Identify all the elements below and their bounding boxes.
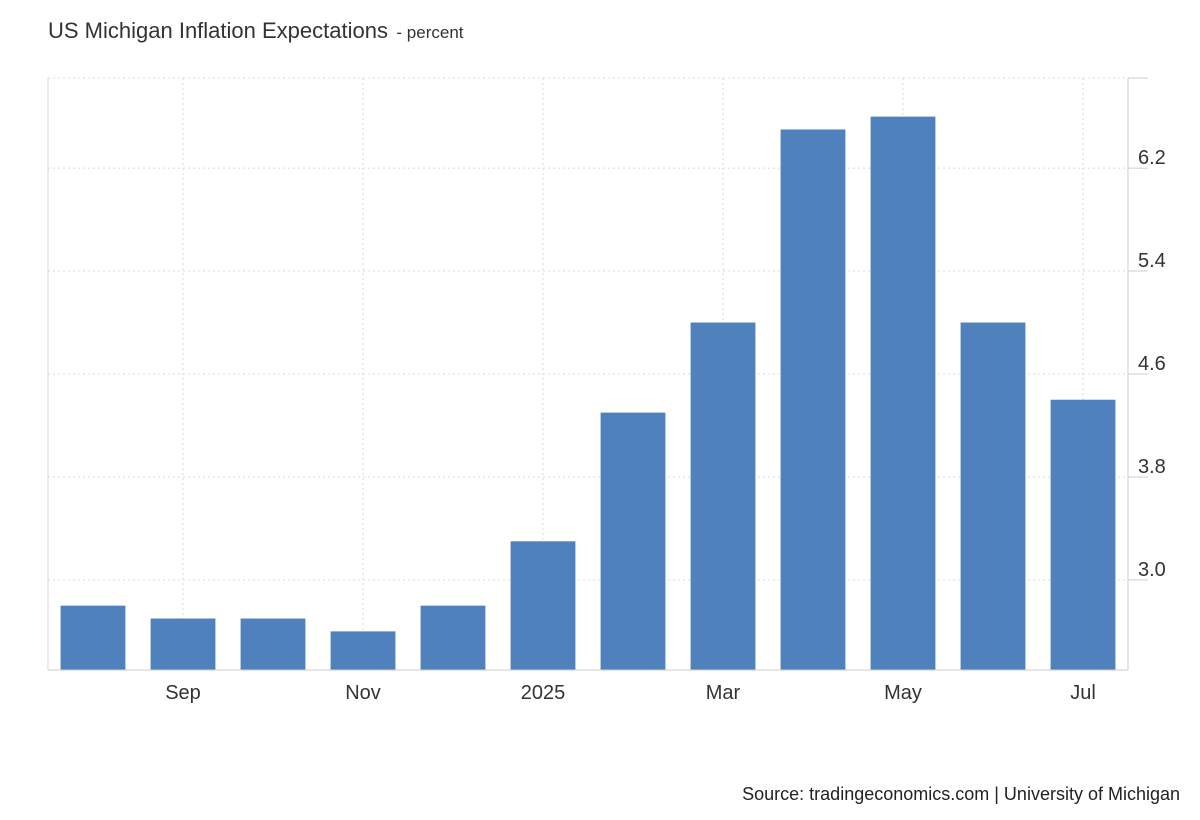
bar-2025-05: [870, 116, 936, 670]
x-tick-label: Mar: [706, 682, 741, 704]
y-tick-label: 4.6: [1138, 353, 1166, 375]
bar-2025-02: [600, 412, 666, 670]
bar-2024-11: [330, 631, 396, 670]
x-tick-label: Nov: [345, 682, 381, 704]
x-tick-label: Sep: [165, 682, 201, 704]
bar-2025-04: [780, 129, 846, 670]
x-tick-label: 2025: [521, 682, 566, 704]
x-tick-label: May: [884, 682, 922, 704]
bar-2024-09: [150, 618, 216, 670]
bar-2024-12: [420, 605, 486, 670]
bar-2025-03: [690, 322, 756, 670]
chart-subtitle: - percent: [396, 23, 464, 42]
y-tick-label: 3.8: [1138, 456, 1166, 478]
y-tick-label: 5.4: [1138, 250, 1166, 272]
bar-2024-10: [240, 618, 306, 670]
x-tick-label: Jul: [1070, 682, 1096, 704]
chart-title-block: US Michigan Inflation Expectations - per…: [48, 18, 464, 44]
y-tick-label: 3.0: [1138, 559, 1166, 581]
bar-2025-07: [1050, 399, 1116, 670]
bar-2024-08: [60, 605, 126, 670]
source-note: Source: tradingeconomics.com | Universit…: [742, 784, 1180, 804]
y-tick-label: 6.2: [1138, 147, 1166, 169]
chart-title: US Michigan Inflation Expectations: [48, 18, 388, 43]
bar-2025-06: [960, 322, 1026, 670]
bar-2025-01: [510, 541, 576, 670]
